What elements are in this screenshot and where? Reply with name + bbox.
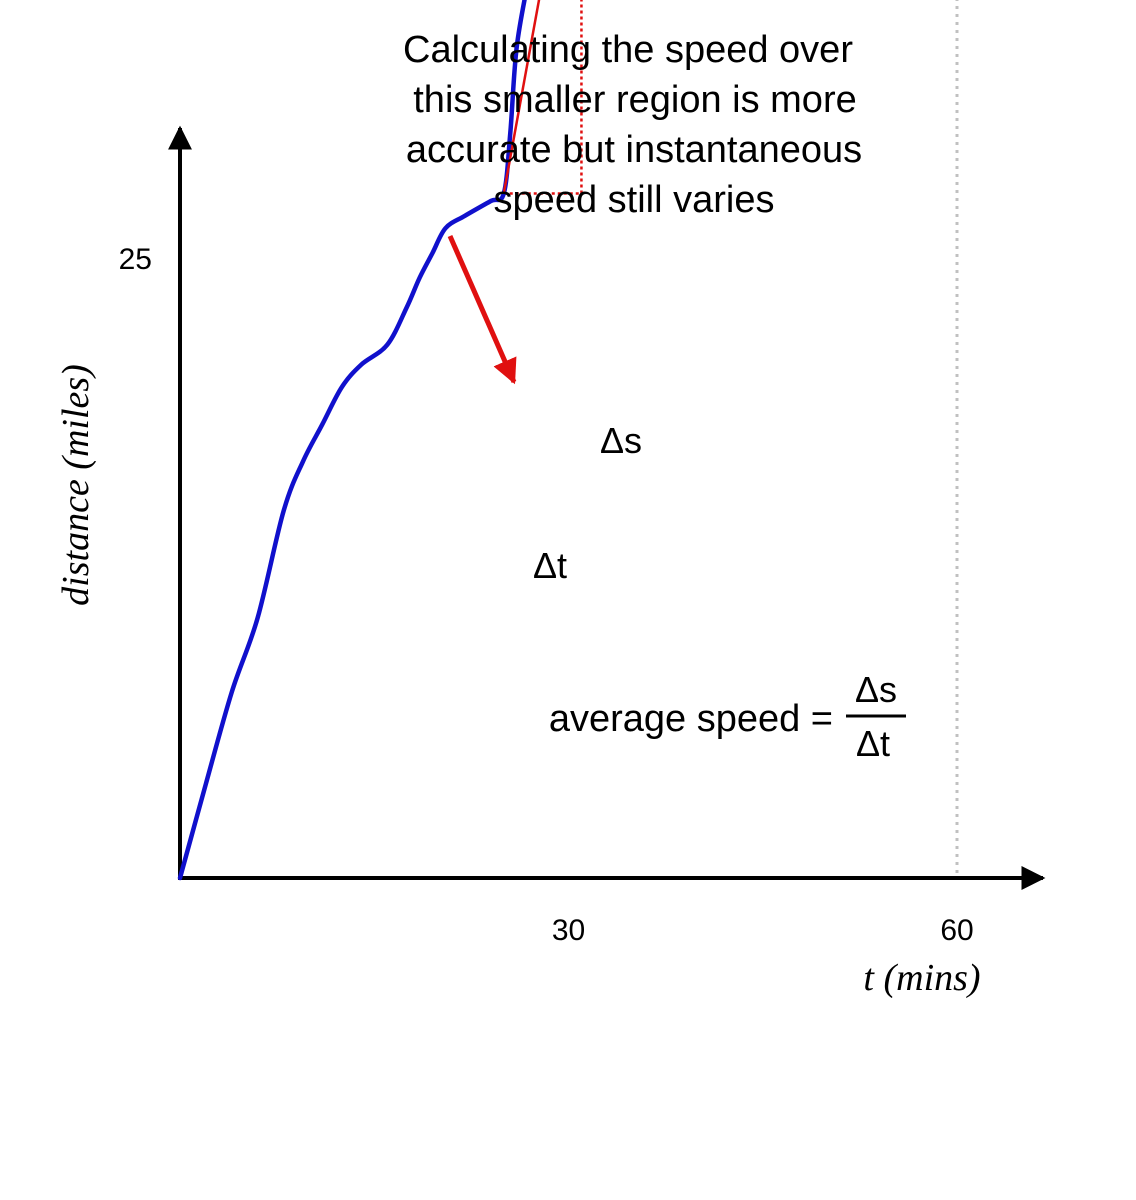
annotation-line: this smaller region is more <box>413 79 856 121</box>
secant-line <box>502 0 541 194</box>
annotation-line: accurate but instantaneous <box>406 129 862 171</box>
delta-t-label: Δt <box>533 545 567 586</box>
average-speed-formula: average speed = Δs Δt <box>549 669 906 764</box>
formula-text: average speed = <box>549 698 833 740</box>
distance-curve <box>177 0 527 881</box>
x-axis-title: t (mins) <box>863 957 980 999</box>
formula-denominator: Δt <box>856 723 890 764</box>
annotation-arrow <box>447 234 517 385</box>
formula-numerator: Δs <box>855 669 897 710</box>
annotation-line: Calculating the speed over <box>403 29 853 71</box>
y-axis-title: distance (miles) <box>55 364 97 606</box>
y-tick-label-25: 25 <box>119 243 152 276</box>
x-tick-label-60: 60 <box>940 914 973 947</box>
delta-s-label: Δs <box>600 420 642 461</box>
x-tick-label-30: 30 <box>552 914 585 947</box>
annotation-note: Calculating the speed over this smaller … <box>403 29 862 221</box>
annotation-line: speed still varies <box>494 179 775 221</box>
